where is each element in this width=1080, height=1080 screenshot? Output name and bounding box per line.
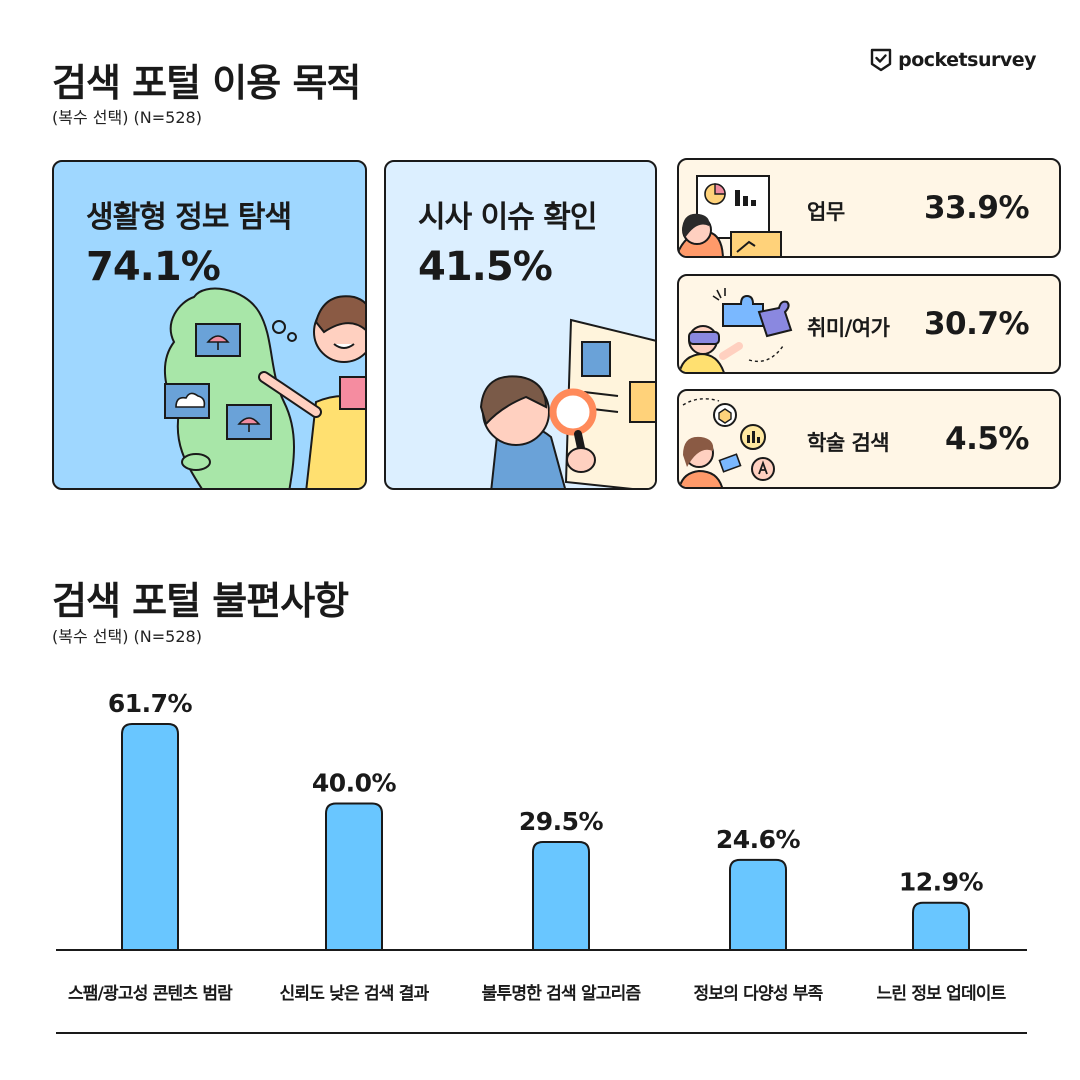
page-title: 검색 포털 이용 목적 bbox=[52, 61, 361, 105]
chart-value-label: 29.5% bbox=[519, 807, 604, 836]
page-subtitle: (복수 선택) (N=528) bbox=[52, 108, 202, 127]
chart-category-label: 신뢰도 낮은 검색 결과 bbox=[280, 984, 430, 1004]
chart-value-label: 24.6% bbox=[716, 825, 801, 854]
study-icons-illustration bbox=[679, 398, 775, 487]
complaints-bar-chart: 61.7% 스팸/광고성 콘텐츠 범람 40.0% 신뢰도 낮은 검색 결과 29.5%… bbox=[68, 689, 1007, 1004]
chart-bar bbox=[121, 723, 179, 950]
chart-axis-line bbox=[56, 949, 1027, 951]
chart-category-label: 불투명한 검색 알고리즘 bbox=[482, 984, 642, 1004]
purpose-value-hobby: 30.7% bbox=[923, 306, 1030, 342]
purpose-label-news: 시사 이슈 확인 bbox=[418, 200, 597, 235]
weather-map-illustration bbox=[163, 287, 365, 488]
purpose-card-hobby: 취미/여가 30.7% bbox=[677, 274, 1061, 374]
chart-bar bbox=[532, 840, 590, 950]
purpose-card-academic: 학술 검색 4.5% bbox=[677, 389, 1061, 489]
chart-value-label: 40.0% bbox=[312, 768, 397, 797]
purpose-value-news: 41.5% bbox=[418, 244, 553, 290]
newspaper-magnifier-illustration bbox=[479, 318, 655, 488]
chart-category-label: 정보의 다양성 부족 bbox=[694, 984, 824, 1004]
chart-bar bbox=[912, 901, 970, 950]
puzzle-vr-illustration bbox=[679, 288, 793, 372]
chart-bar bbox=[729, 858, 787, 950]
purpose-value-life: 74.1% bbox=[86, 244, 221, 290]
chart-category-label: 스팸/광고성 콘텐츠 범람 bbox=[68, 983, 233, 1004]
section-subtitle-complaints: (복수 선택) (N=528) bbox=[52, 627, 202, 646]
purpose-label-academic: 학술 검색 bbox=[807, 431, 890, 455]
purpose-label-hobby: 취미/여가 bbox=[807, 316, 890, 340]
chart-value-label: 12.9% bbox=[899, 868, 984, 897]
purpose-value-work: 33.9% bbox=[923, 190, 1030, 226]
brand-logo: pocketsurvey bbox=[870, 48, 1036, 72]
section-title-complaints: 검색 포털 불편사항 bbox=[52, 579, 349, 623]
purpose-label-life: 생활형 정보 탐색 bbox=[86, 200, 292, 235]
brand-name: pocketsurvey bbox=[898, 49, 1036, 71]
chart-value-label: 61.7% bbox=[108, 689, 193, 718]
purpose-value-academic: 4.5% bbox=[945, 421, 1029, 457]
chart-category-label: 느린 정보 업데이트 bbox=[877, 984, 1007, 1004]
purpose-card-work: 업무 33.9% bbox=[677, 158, 1061, 258]
chart-bar bbox=[325, 802, 383, 950]
purpose-card-news: 시사 이슈 확인 41.5% bbox=[384, 160, 657, 490]
presentation-illustration bbox=[679, 175, 782, 256]
purpose-label-work: 업무 bbox=[807, 200, 845, 224]
purpose-card-life: 생활형 정보 탐색 74.1% bbox=[52, 160, 367, 490]
pocketsurvey-logo-icon bbox=[870, 48, 892, 72]
chart-bottom-rule bbox=[56, 1032, 1027, 1034]
